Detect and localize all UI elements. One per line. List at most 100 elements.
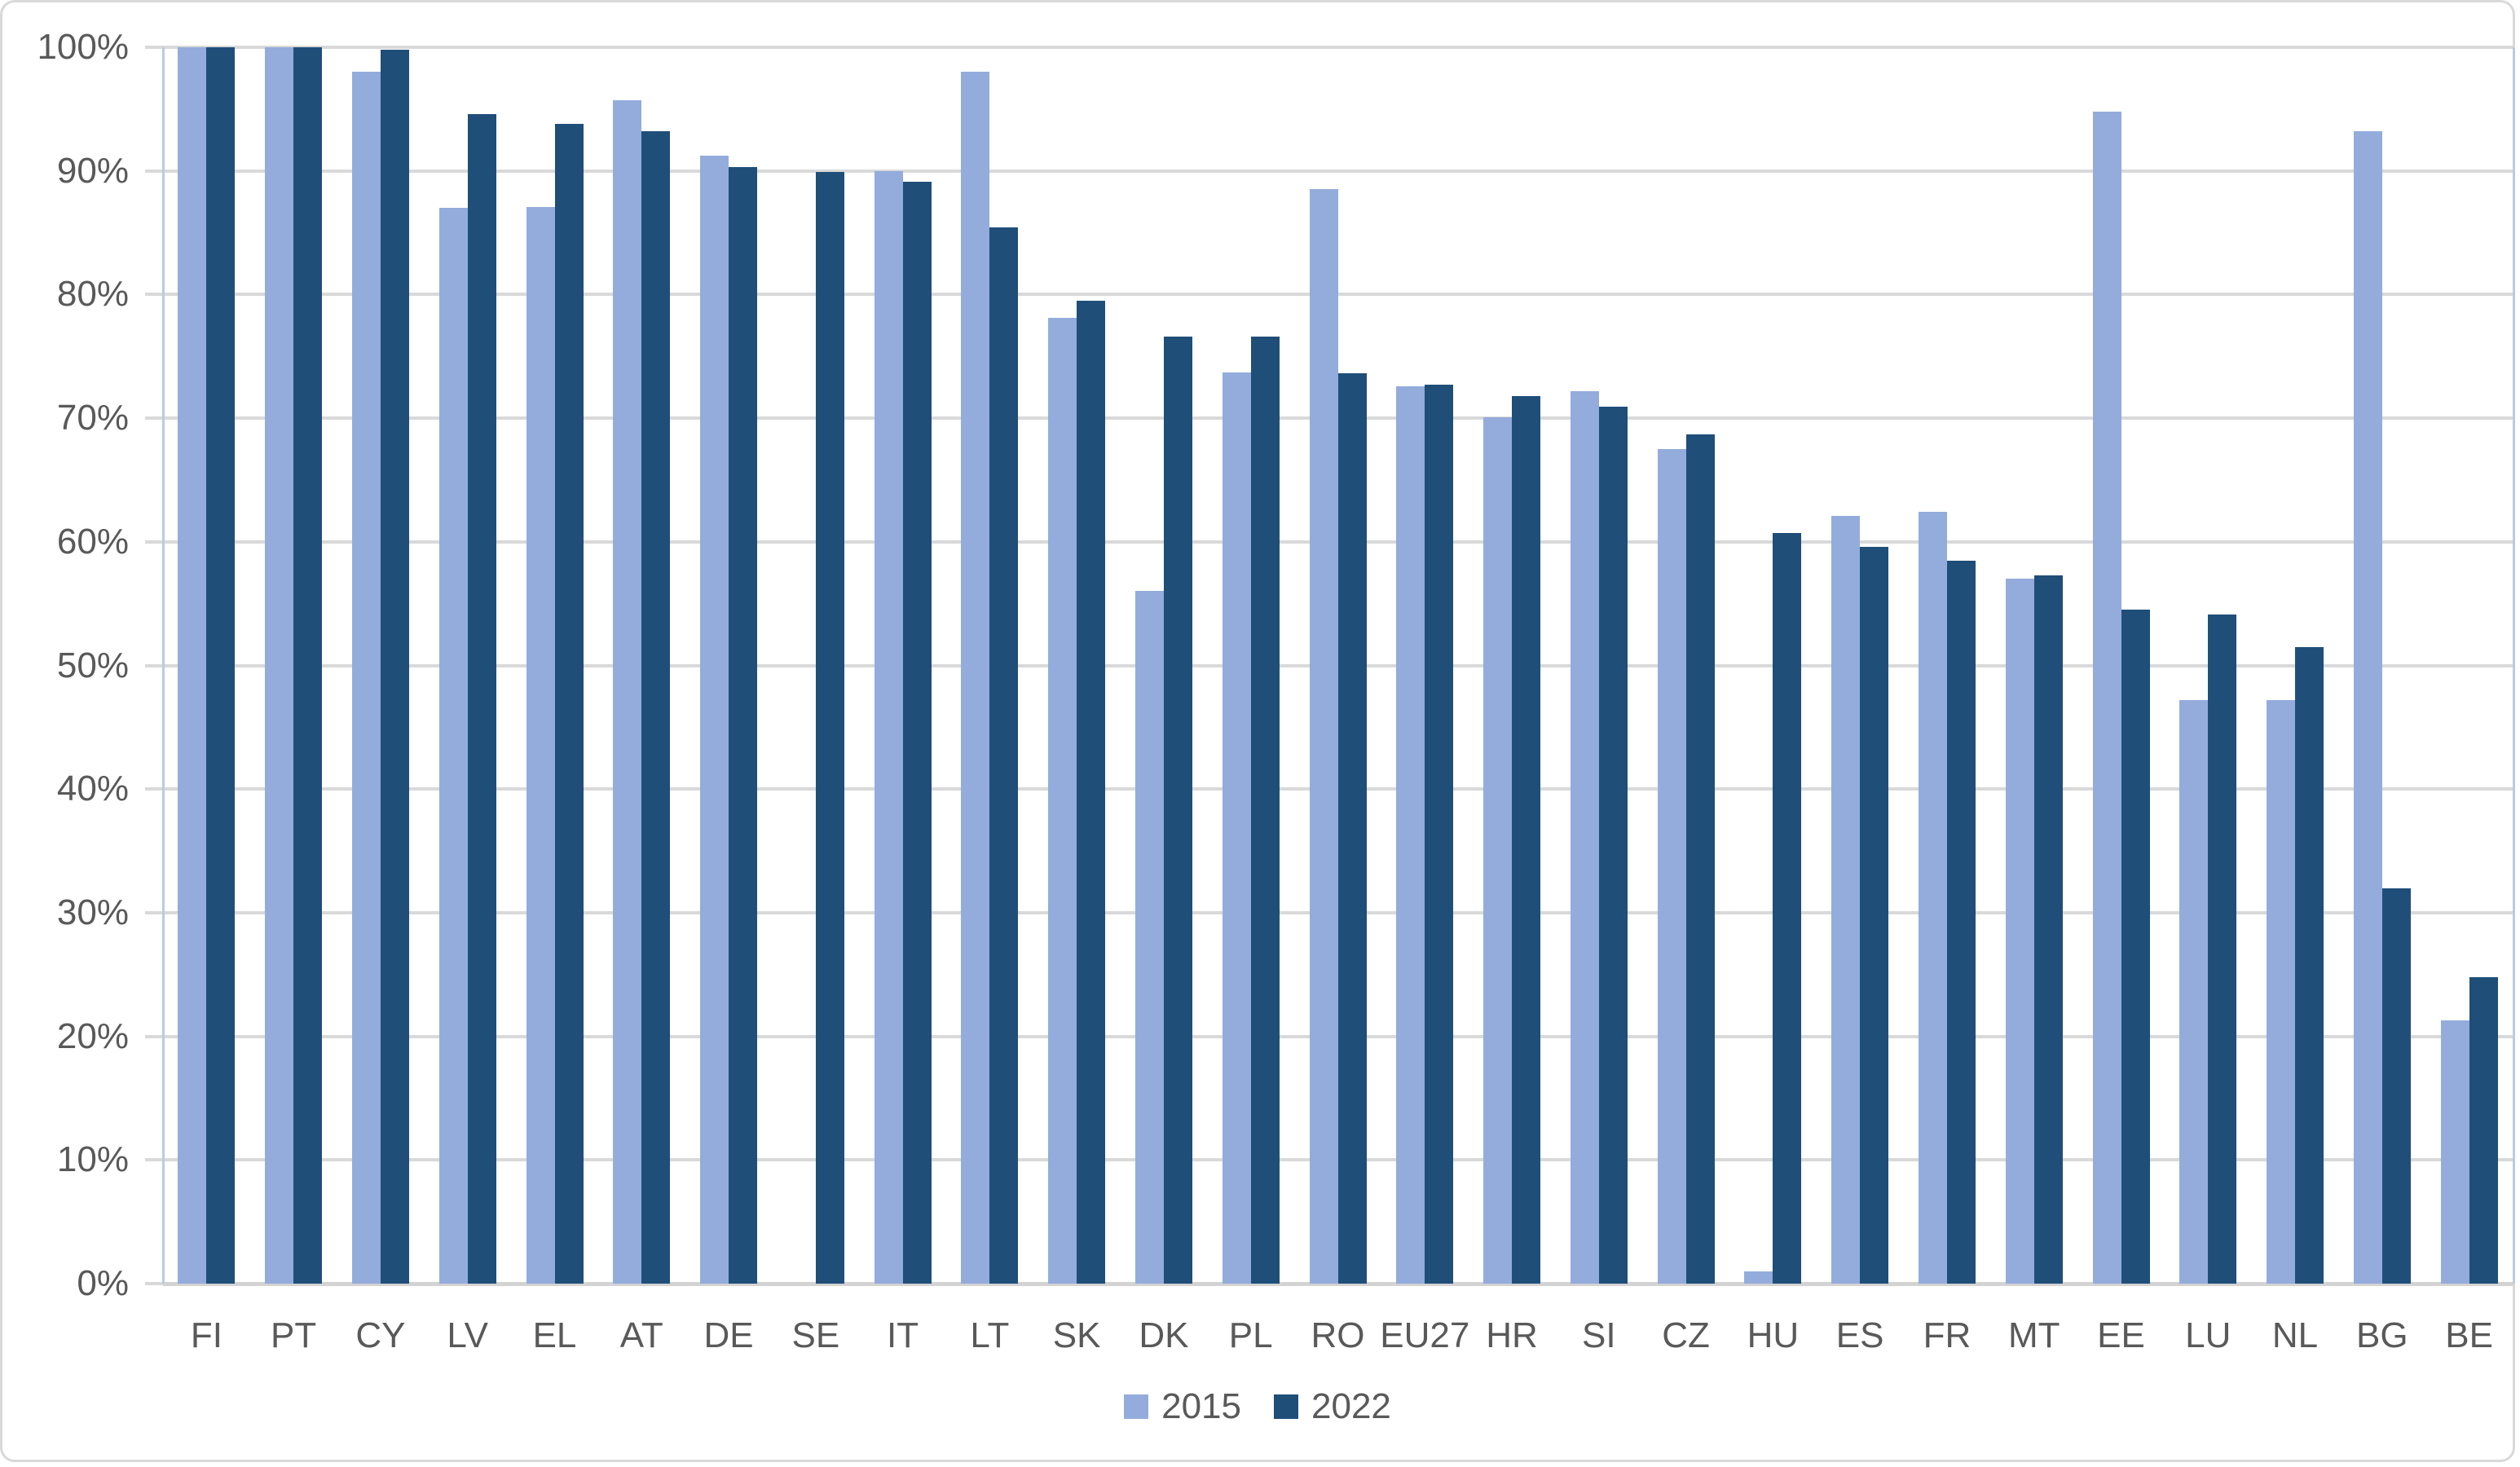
x-axis-label-BE: BE — [2445, 1315, 2493, 1355]
bar-2022-PL — [1250, 336, 1280, 1284]
bar-2022-HR — [1512, 395, 1541, 1284]
bar-2022-RO — [1337, 373, 1367, 1284]
bar-2015-LT — [961, 72, 990, 1284]
bar-2022-SE — [815, 172, 844, 1284]
bar-2015-EE — [2092, 111, 2121, 1284]
bar-2015-BE — [2440, 1020, 2469, 1284]
bar-2015-IT — [874, 170, 903, 1284]
x-axis-label-FR: FR — [1923, 1315, 1972, 1355]
bar-2015-MT — [2005, 579, 2034, 1284]
bar-2015-RO — [1309, 189, 1338, 1284]
x-axis-label-IT: IT — [887, 1315, 919, 1355]
gridline-80 — [163, 293, 2513, 297]
x-axis-label-HR: HR — [1486, 1315, 1538, 1355]
y-axis-label-100: 100% — [37, 27, 129, 67]
x-axis-label-CY: CY — [355, 1315, 406, 1355]
legend-swatch-2015 — [1124, 1394, 1149, 1419]
bar-2022-FR — [1946, 560, 1976, 1284]
x-axis-label-RO: RO — [1311, 1315, 1365, 1355]
bar-2022-HU — [1773, 533, 1802, 1284]
x-axis-label-LT: LT — [970, 1315, 1010, 1355]
x-axis-label-SI: SI — [1582, 1315, 1616, 1355]
y-axis-label-90: 90% — [56, 150, 129, 191]
x-axis-label-SK: SK — [1052, 1315, 1101, 1355]
bar-2015-LV — [438, 208, 468, 1284]
x-axis-label-EL: EL — [532, 1315, 577, 1355]
y-axis-label-40: 40% — [56, 769, 129, 809]
x-axis-label-NL: NL — [2271, 1315, 2319, 1355]
x-axis-label-BG: BG — [2356, 1315, 2408, 1355]
bar-2015-EU27 — [1396, 385, 1425, 1284]
y-axis-label-30: 30% — [56, 892, 129, 932]
bar-2015-NL — [2267, 699, 2296, 1284]
y-axis-label-0: 0% — [77, 1263, 129, 1303]
bar-2022-NL — [2295, 646, 2324, 1284]
bar-2015-PL — [1222, 372, 1251, 1284]
legend-item-2015: 2015 — [1124, 1388, 1241, 1425]
x-axis-label-PL: PL — [1228, 1315, 1273, 1355]
bar-2022-SI — [1598, 407, 1628, 1284]
bar-2015-SK — [1048, 318, 1077, 1284]
y-tick-90 — [145, 169, 163, 173]
legend-item-2022: 2022 — [1274, 1388, 1391, 1425]
bar-2022-PT — [293, 47, 323, 1284]
gridline-100 — [163, 46, 2513, 49]
bar-2022-DK — [1163, 336, 1192, 1284]
bar-2022-BG — [2381, 888, 2411, 1284]
y-tick-80 — [145, 293, 163, 297]
bar-2015-FR — [1918, 512, 1947, 1284]
bar-2022-LV — [467, 113, 496, 1284]
bar-2015-BG — [2353, 131, 2382, 1284]
bar-2015-DK — [1134, 591, 1164, 1284]
y-tick-100 — [145, 46, 163, 49]
x-axis-label-FI: FI — [190, 1315, 222, 1355]
legend-label-2015: 2015 — [1161, 1386, 1241, 1426]
bar-2015-CY — [351, 72, 381, 1284]
x-axis-label-CZ: CZ — [1662, 1315, 1710, 1355]
x-axis-label-MT: MT — [2007, 1315, 2060, 1355]
y-axis-label-80: 80% — [56, 274, 129, 315]
bar-2022-SK — [1077, 300, 1106, 1284]
legend-swatch-2022 — [1274, 1394, 1298, 1419]
y-tick-30 — [145, 910, 163, 914]
gridline-0 — [163, 1282, 2513, 1286]
y-tick-40 — [145, 787, 163, 791]
x-axis-label-EE: EE — [2097, 1315, 2145, 1355]
bar-2022-EU27 — [1425, 385, 1454, 1284]
bar-2022-MT — [2033, 575, 2063, 1284]
bar-2022-EL — [554, 124, 584, 1284]
bar-2015-DE — [700, 156, 729, 1284]
bar-2015-LU — [2179, 699, 2209, 1284]
x-axis-label-DK: DK — [1139, 1315, 1189, 1355]
bar-2022-DE — [729, 167, 758, 1284]
x-axis-label-SE: SE — [791, 1315, 840, 1355]
y-tick-70 — [145, 416, 163, 421]
gridline-90 — [163, 169, 2513, 173]
bar-2022-CZ — [1685, 434, 1715, 1284]
bar-2015-FI — [178, 47, 207, 1284]
y-axis-label-70: 70% — [56, 398, 129, 438]
legend: 2015 2022 — [2, 1388, 2513, 1425]
x-axis-label-DE: DE — [703, 1315, 754, 1355]
y-tick-0 — [145, 1282, 163, 1285]
x-axis-label-ES: ES — [1835, 1315, 1884, 1355]
bar-2022-ES — [1860, 546, 1889, 1284]
bar-2022-CY — [380, 50, 409, 1284]
x-axis-label-AT: AT — [619, 1315, 663, 1355]
plot-left-border — [162, 47, 165, 1284]
x-axis-label-HU: HU — [1747, 1315, 1800, 1355]
bar-2022-LU — [2208, 615, 2237, 1284]
bar-2022-LT — [989, 227, 1019, 1284]
bar-2015-EL — [526, 206, 555, 1284]
bar-2022-EE — [2121, 610, 2150, 1284]
bar-2015-SI — [1570, 390, 1599, 1284]
bar-2015-PT — [265, 47, 294, 1284]
y-tick-50 — [145, 663, 163, 667]
bar-2022-BE — [2469, 976, 2498, 1284]
y-tick-60 — [145, 540, 163, 544]
bar-2022-IT — [902, 182, 932, 1284]
legend-label-2022: 2022 — [1311, 1386, 1391, 1426]
bar-2015-AT — [613, 100, 642, 1284]
bar-2015-HU — [1744, 1271, 1773, 1284]
bar-2015-HR — [1483, 416, 1513, 1284]
